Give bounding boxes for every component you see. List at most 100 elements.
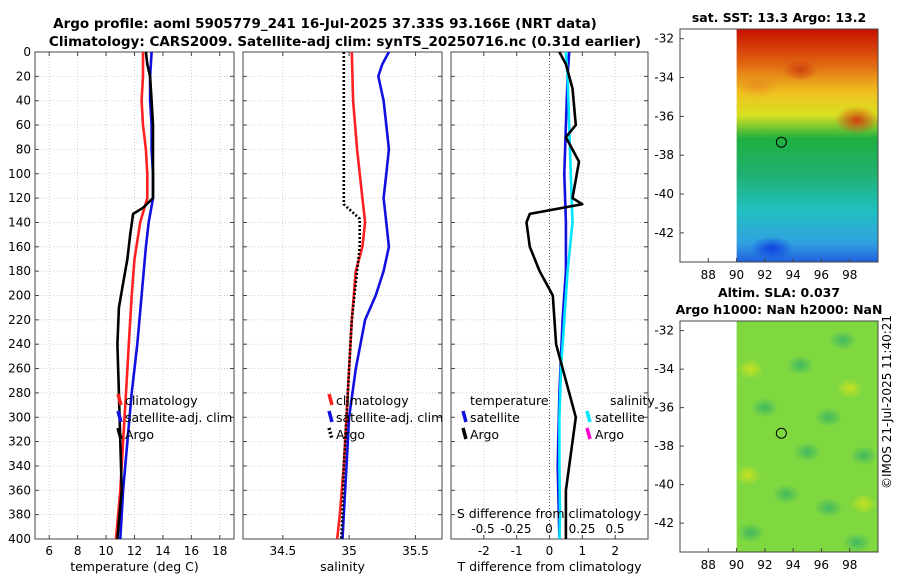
- sla-low-patch: [736, 522, 765, 543]
- legend-swatch: [327, 410, 334, 423]
- y-tick-label: 400: [8, 532, 31, 546]
- y-tick-label: 180: [8, 264, 31, 278]
- sla-low-patch: [814, 497, 843, 518]
- map-x-tick-label: 90: [729, 268, 744, 282]
- map-x-tick-label: 96: [814, 558, 829, 572]
- map-frame: [679, 28, 879, 263]
- legend-swatch: [585, 427, 592, 440]
- map-x-tick-label: 92: [757, 268, 772, 282]
- legend-label: satellite: [595, 410, 645, 425]
- legend-label: Argo: [336, 427, 365, 442]
- legend-swatch: [585, 410, 592, 423]
- sla-low-patch: [828, 330, 857, 351]
- x-tick-label: 1: [579, 544, 587, 558]
- legend-swatch: [461, 410, 468, 423]
- top-tick-label: -0.25: [500, 522, 531, 536]
- top-tick-label: 0: [545, 522, 553, 536]
- map-x-tick-label: 90: [729, 558, 744, 572]
- map-y-tick-label: -32: [654, 324, 674, 338]
- y-tick-label: 160: [8, 240, 31, 254]
- x-tick-label: 12: [127, 544, 142, 558]
- map-y-tick-label: -32: [654, 32, 674, 46]
- y-tick-label: 200: [8, 289, 31, 303]
- legend-swatch: [116, 410, 123, 423]
- copyright-text: ©IMOS 21-Jul-2025 11:40:21: [880, 315, 894, 489]
- argo-location-marker: [775, 427, 787, 439]
- y-tick-label: 60: [16, 118, 31, 132]
- map-x-tick-label: 96: [814, 268, 829, 282]
- legend-swatch: [327, 427, 334, 440]
- sst-cold-patch: [749, 236, 794, 261]
- map-x-tick-label: 94: [786, 268, 801, 282]
- legend-label: climatology: [125, 393, 198, 408]
- sla-heatmap-field: [736, 321, 878, 552]
- legend-label: Argo: [595, 427, 624, 442]
- legend-label: satellite: [470, 410, 520, 425]
- x-tick-label: 35.5: [402, 544, 429, 558]
- map-y-tick-label: -40: [654, 478, 674, 492]
- map-y-tick-label: -36: [654, 401, 674, 415]
- y-tick-label: 0: [23, 45, 31, 59]
- y-tick-label: 320: [8, 435, 31, 449]
- map-y-tick-label: -40: [654, 187, 674, 201]
- y-tick-label: 260: [8, 362, 31, 376]
- sla-field: [736, 321, 878, 552]
- series-line-climatology: [114, 52, 149, 540]
- x-tick-label: 14: [155, 544, 170, 558]
- legend-swatch: [116, 427, 123, 440]
- sla-low-patch: [842, 532, 871, 552]
- x-tick-label: 34.5: [269, 544, 296, 558]
- map-y-tick-label: -42: [654, 516, 674, 530]
- y-tick-label: 340: [8, 459, 31, 473]
- sla-low-patch: [750, 397, 779, 418]
- figure-title-line2: Climatology: CARS2009. Satellite-adj cli…: [49, 34, 641, 50]
- map-title: Argo h1000: NaN h2000: NaN: [676, 302, 883, 317]
- legend-swatch: [461, 427, 468, 440]
- map-x-tick-label: 88: [701, 558, 716, 572]
- legend-label: satellite-adj. clim: [125, 410, 232, 425]
- x-tick-label: 8: [74, 544, 82, 558]
- sla-high-patch: [850, 493, 877, 514]
- map-y-tick-label: -34: [654, 362, 674, 376]
- legend-label: satellite-adj. clim: [336, 410, 443, 425]
- map-x-tick-label: 94: [786, 558, 801, 572]
- sla-high-patch: [836, 378, 863, 399]
- y-tick-label: 360: [8, 483, 31, 497]
- top-axis-label: S difference from climatology: [457, 506, 642, 521]
- legend-title-salinity: salinity: [610, 393, 655, 408]
- map-y-tick-label: -38: [654, 148, 674, 162]
- y-tick-label: 120: [8, 191, 31, 205]
- x-tick-label: 18: [212, 544, 227, 558]
- map-y-tick-label: -36: [654, 109, 674, 123]
- y-tick-label: 280: [8, 386, 31, 400]
- y-tick-label: 300: [8, 410, 31, 424]
- sst-warm-patch: [736, 69, 780, 98]
- legend-label: Argo: [125, 427, 154, 442]
- y-tick-label: 380: [8, 508, 31, 522]
- sla-high-patch: [737, 359, 764, 380]
- series-line-satellite-adj-clim: [341, 51, 391, 540]
- sst-warm-patch: [782, 58, 819, 81]
- x-tick-label: -2: [478, 544, 490, 558]
- x-axis-label: T difference from climatology: [456, 559, 642, 574]
- x-tick-label: 2: [611, 544, 619, 558]
- map-x-tick-label: 98: [842, 558, 857, 572]
- legend-swatch: [116, 393, 123, 406]
- map-x-tick-label: 98: [842, 268, 857, 282]
- x-tick-label: 6: [45, 544, 53, 558]
- sst-warm-patch: [834, 106, 878, 135]
- x-tick-label: 35: [341, 544, 356, 558]
- sla-low-patch: [772, 484, 801, 505]
- series-line-satellite-adj-clim: [119, 51, 155, 540]
- map-title: Altim. SLA: 0.037: [718, 285, 840, 300]
- x-axis-label: salinity: [320, 559, 365, 574]
- sla-low-patch: [786, 355, 815, 376]
- argo-location-marker: [775, 136, 787, 148]
- x-tick-label: 0: [546, 544, 554, 558]
- series-line-argo: [116, 51, 155, 540]
- legend-label: climatology: [336, 393, 409, 408]
- series-line-s-satellite: [558, 51, 574, 540]
- top-tick-label: -0.5: [471, 522, 494, 536]
